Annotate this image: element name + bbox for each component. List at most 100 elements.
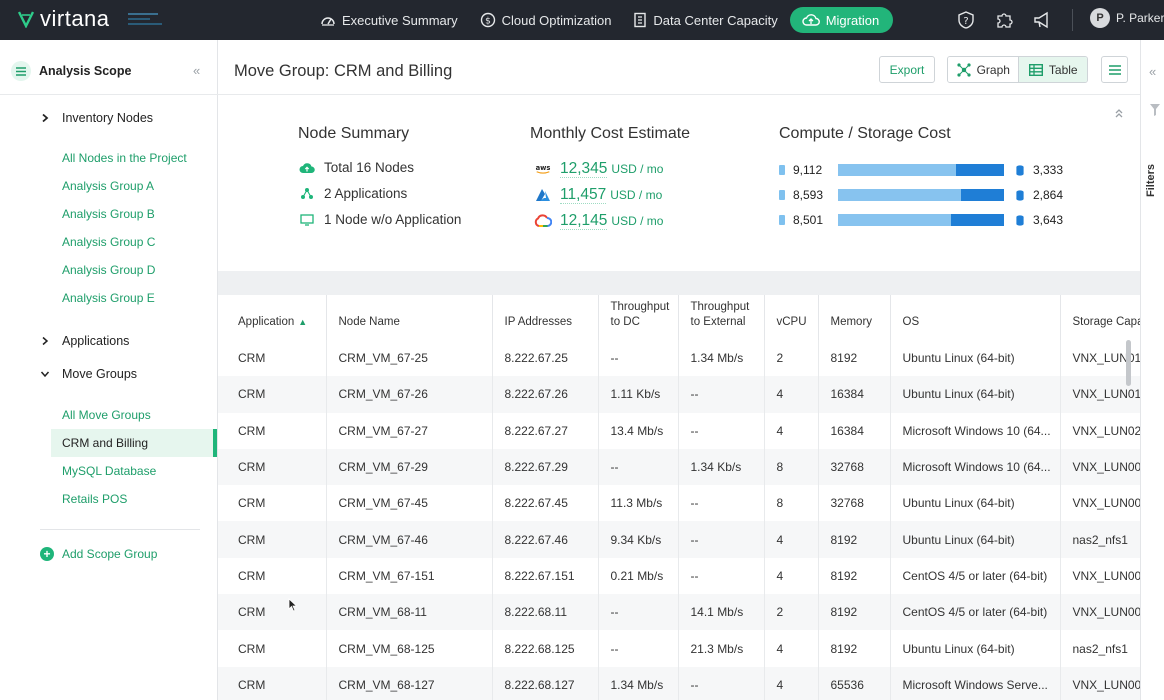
cell-throughput-external: -- — [678, 485, 765, 522]
nav-cloud-optimization[interactable]: $ Cloud Optimization — [470, 7, 622, 33]
section-label: Applications — [62, 334, 130, 348]
cell-vcpu: 8 — [764, 448, 819, 486]
cell-vcpu: 4 — [764, 557, 819, 595]
sidebar-item-mysql-database[interactable]: MySQL Database — [62, 464, 157, 478]
table-view-button[interactable]: Table — [1019, 57, 1087, 82]
cell-vcpu: 4 — [764, 412, 819, 449]
virtana-logo-icon — [18, 10, 34, 28]
sidebar-item-crm-and-billing[interactable]: CRM and Billing — [62, 436, 149, 450]
filters-panel-collapsed[interactable]: « Filters — [1140, 40, 1164, 700]
node-summary-text: Total 16 Nodes — [324, 160, 415, 175]
sidebar-item-retails-pos[interactable]: Retails POS — [62, 492, 128, 506]
section-label: Move Groups — [62, 367, 138, 381]
cell-throughput-external: -- — [678, 521, 765, 558]
table-scrollbar-thumb[interactable] — [1126, 340, 1131, 386]
cell-storage-capacity: VNX_LUN012 — [1060, 376, 1140, 413]
cost-bar — [838, 189, 1004, 201]
collapse-summary-icon[interactable] — [1114, 107, 1124, 121]
svg-text:$: $ — [485, 17, 491, 27]
brand-logo[interactable]: virtana — [18, 8, 110, 30]
table-row[interactable]: CRM CRM_VM_67-26 8.222.67.26 1.11 Kb/s -- 4 16… — [218, 376, 1140, 413]
table-row[interactable]: CRM CRM_VM_67-25 8.222.67.25 -- 1.34 Mb/s 2 81… — [218, 340, 1140, 377]
table-row[interactable]: CRM CRM_VM_67-46 8.222.67.46 9.34 Kb/s -- 4 81… — [218, 521, 1140, 558]
sidebar-section-move-groups[interactable]: Move Groups — [40, 367, 137, 381]
table-row[interactable]: CRM CRM_VM_68-125 8.222.68.125 -- 21.3 Mb/s 4… — [218, 630, 1140, 667]
chevron-down-icon — [40, 371, 50, 378]
table-row[interactable]: CRM CRM_VM_67-151 8.222.67.151 0.21 Mb/s -- 4… — [218, 557, 1140, 595]
sidebar-item-analysis-group-e[interactable]: Analysis Group E — [62, 291, 155, 305]
nodes-table-container: Application ▲ Node Name IP Addresses Thro… — [218, 295, 1140, 700]
table-row[interactable]: CRM CRM_VM_68-11 8.222.68.11 -- 14.1 Mb/s 2 81… — [218, 594, 1140, 631]
cell-throughput-dc: -- — [598, 594, 679, 631]
column-header-throughput-dc[interactable]: Throughput to DC — [598, 295, 679, 340]
puzzle-icon[interactable] — [992, 8, 1016, 32]
section-separator-band — [218, 271, 1140, 295]
nav-label: Migration — [825, 12, 880, 28]
sidebar-section-inventory-nodes[interactable]: Inventory Nodes — [40, 111, 153, 125]
column-label: Application — [238, 316, 295, 328]
column-header-storage-capacity[interactable]: Storage Capa — [1060, 295, 1140, 340]
column-header-throughput-external[interactable]: Throughput to External — [678, 295, 765, 340]
nav-data-center-capacity[interactable]: Data Center Capacity — [623, 7, 787, 33]
sidebar-item-analysis-group-c[interactable]: Analysis Group C — [62, 235, 156, 249]
compute-icon — [779, 165, 785, 175]
cell-storage-capacity: VNX_LUN001 — [1060, 594, 1140, 631]
collapse-sidebar-icon[interactable]: « — [193, 63, 200, 78]
cell-node-name: CRM_VM_68-11 — [326, 594, 493, 631]
nav-executive-summary[interactable]: Executive Summary — [310, 7, 468, 33]
sidebar-menu-icon[interactable] — [11, 61, 31, 81]
cell-node-name: CRM_VM_67-29 — [326, 448, 493, 486]
table-row[interactable]: CRM CRM_VM_67-45 8.222.67.45 11.3 Mb/s -- 8 32… — [218, 485, 1140, 522]
help-icon[interactable]: ? — [954, 8, 978, 32]
gcp-logo-icon — [534, 214, 552, 228]
cost-bar — [838, 214, 1004, 226]
sidebar-item-analysis-group-a[interactable]: Analysis Group A — [62, 179, 155, 193]
expand-filters-icon[interactable]: « — [1149, 64, 1156, 79]
add-scope-group-button[interactable]: + Add Scope Group — [40, 547, 157, 561]
user-menu[interactable]: P P. Parker — [1090, 8, 1164, 28]
cell-vcpu: 4 — [764, 521, 819, 558]
view-toggle: Graph Table — [947, 56, 1088, 83]
node-summary-text: 1 Node w/o Application — [324, 212, 462, 227]
cell-throughput-dc: 11.3 Mb/s — [598, 485, 679, 522]
export-button[interactable]: Export — [879, 56, 935, 83]
column-label: Throughput to External — [690, 301, 750, 328]
cell-throughput-external: 1.34 Mb/s — [678, 340, 765, 377]
table-row[interactable]: CRM CRM_VM_67-29 8.222.67.29 -- 1.34 Kb/s 8 32… — [218, 448, 1140, 486]
compute-icon — [779, 190, 785, 200]
nav-migration[interactable]: Migration — [789, 7, 894, 33]
column-label: OS — [902, 316, 920, 328]
sidebar-item-analysis-group-d[interactable]: Analysis Group D — [62, 263, 156, 277]
column-header-node-name[interactable]: Node Name — [326, 295, 493, 340]
cell-os: Microsoft Windows 10 (64... — [890, 448, 1061, 486]
column-header-ip-addresses[interactable]: IP Addresses — [492, 295, 599, 340]
table-row[interactable]: CRM CRM_VM_68-127 8.222.68.127 1.34 Mb/s -- 4… — [218, 666, 1140, 700]
nav-label: Cloud Optimization — [501, 12, 612, 28]
column-header-vcpu[interactable]: vCPU — [764, 295, 819, 340]
summary-panel: Node Summary Total 16 Nodes 2 Applicatio… — [218, 95, 1140, 271]
cell-throughput-external: 14.1 Mb/s — [678, 594, 765, 631]
sidebar-item-all-nodes[interactable]: All Nodes in the Project — [62, 151, 187, 165]
monthly-cost-title: Monthly Cost Estimate — [530, 125, 691, 142]
cell-os: CentOS 4/5 or later (64-bit) — [890, 594, 1061, 631]
sidebar-item-all-move-groups[interactable]: All Move Groups — [62, 408, 151, 422]
table-row[interactable]: CRM CRM_VM_67-27 8.222.67.27 13.4 Mb/s -- 4 16… — [218, 412, 1140, 449]
list-menu-button[interactable] — [1101, 56, 1128, 83]
cell-memory: 65536 — [818, 666, 891, 700]
cell-application: CRM — [218, 448, 327, 486]
app-menu-icon[interactable] — [128, 11, 162, 27]
column-header-memory[interactable]: Memory — [818, 295, 891, 340]
cell-throughput-dc: 13.4 Mb/s — [598, 412, 679, 449]
table-icon — [1028, 63, 1043, 76]
megaphone-icon[interactable] — [1030, 8, 1054, 32]
cell-throughput-dc: -- — [598, 630, 679, 667]
sidebar-section-applications[interactable]: Applications — [40, 334, 129, 348]
cell-ip-address: 8.222.67.26 — [492, 376, 599, 413]
column-header-application[interactable]: Application ▲ — [218, 295, 327, 340]
node-summary-total: Total 16 Nodes — [298, 160, 414, 175]
sidebar-item-analysis-group-b[interactable]: Analysis Group B — [62, 207, 155, 221]
column-header-os[interactable]: OS — [890, 295, 1061, 340]
graph-view-button[interactable]: Graph — [948, 57, 1020, 82]
top-separator — [1072, 9, 1073, 31]
cell-memory: 8192 — [818, 340, 891, 377]
